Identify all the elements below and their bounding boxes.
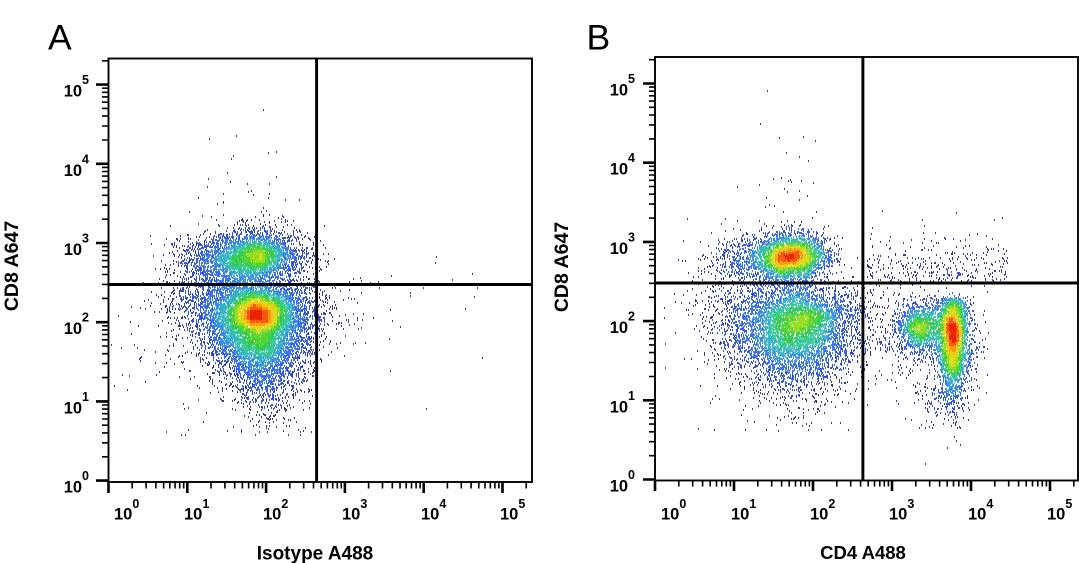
svg-text:B: B bbox=[587, 18, 611, 58]
svg-text:A: A bbox=[48, 18, 72, 58]
svg-text:CD8 A647: CD8 A647 bbox=[551, 222, 573, 312]
svg-text:Isotype A488: Isotype A488 bbox=[257, 544, 374, 563]
svg-text:CD8 A647: CD8 A647 bbox=[1, 221, 23, 311]
svg-text:CD4 A488: CD4 A488 bbox=[820, 542, 906, 563]
